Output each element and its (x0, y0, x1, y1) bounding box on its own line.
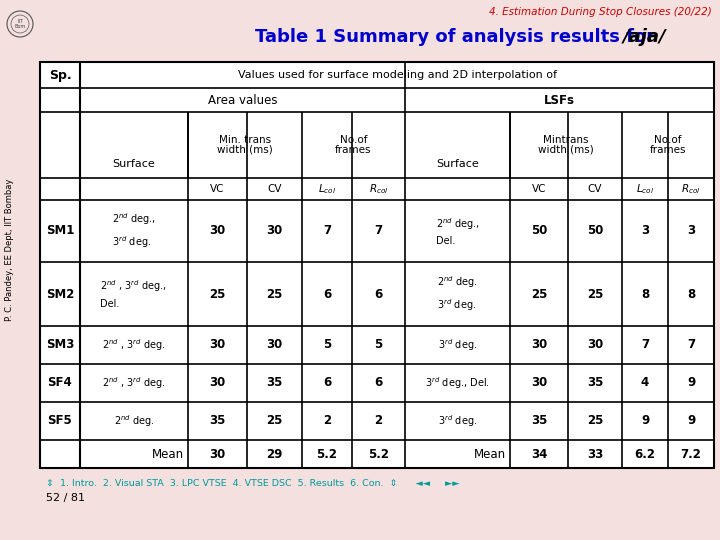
Text: 25: 25 (266, 415, 283, 428)
Text: 30: 30 (210, 225, 225, 238)
Text: Mean: Mean (152, 448, 184, 461)
Text: 9: 9 (641, 415, 649, 428)
Text: 6: 6 (323, 376, 331, 389)
Text: 4: 4 (641, 376, 649, 389)
Text: 52 / 81: 52 / 81 (46, 493, 85, 503)
Text: 25: 25 (587, 415, 603, 428)
Text: 30: 30 (210, 448, 225, 461)
Text: 30: 30 (210, 339, 225, 352)
Text: 8: 8 (641, 287, 649, 300)
Text: 3$^{rd}$ deg., Del.: 3$^{rd}$ deg., Del. (425, 375, 490, 391)
Text: P. C. Pandey, EE Dept, IIT Bombay: P. C. Pandey, EE Dept, IIT Bombay (6, 179, 14, 321)
Text: 29: 29 (266, 448, 283, 461)
Text: 2: 2 (374, 415, 382, 428)
Text: 3$^{rd}$ deg.: 3$^{rd}$ deg. (438, 337, 477, 353)
Text: Values used for surface modeling and 2D interpolation of: Values used for surface modeling and 2D … (238, 70, 557, 80)
Text: 2$^{nd}$ , 3$^{rd}$ deg.: 2$^{nd}$ , 3$^{rd}$ deg. (102, 375, 166, 391)
Text: 5: 5 (323, 339, 331, 352)
Text: Surface: Surface (112, 159, 156, 169)
Text: SM3: SM3 (46, 339, 74, 352)
Text: 30: 30 (266, 339, 283, 352)
Text: width (ms): width (ms) (538, 145, 594, 155)
Text: CV: CV (267, 184, 282, 194)
Text: LSFs: LSFs (544, 93, 575, 106)
Text: /aja/: /aja/ (623, 28, 667, 46)
Text: 50: 50 (587, 225, 603, 238)
Text: 3$^{rd}$ deg.: 3$^{rd}$ deg. (438, 413, 477, 429)
Text: $L_{col}$: $L_{col}$ (636, 182, 654, 196)
Text: 7: 7 (687, 339, 695, 352)
Text: 2$^{nd}$ deg.: 2$^{nd}$ deg. (114, 413, 154, 429)
Text: SM1: SM1 (46, 225, 74, 238)
Text: 25: 25 (266, 287, 283, 300)
Text: 2: 2 (323, 415, 331, 428)
Text: Mintrans: Mintrans (544, 135, 589, 145)
Text: No.of: No.of (654, 135, 682, 145)
Text: 33: 33 (587, 448, 603, 461)
Text: SF4: SF4 (48, 376, 73, 389)
Text: 7: 7 (641, 339, 649, 352)
Text: width (ms): width (ms) (217, 145, 273, 155)
Text: 2$^{nd}$ , 3$^{rd}$ deg.: 2$^{nd}$ , 3$^{rd}$ deg. (102, 337, 166, 353)
Text: 7: 7 (323, 225, 331, 238)
Text: 5: 5 (374, 339, 382, 352)
Text: Sp.: Sp. (49, 69, 71, 82)
Text: IIT
Bom: IIT Bom (14, 18, 26, 29)
Text: 2$^{nd}$ deg.,
Del.: 2$^{nd}$ deg., Del. (436, 215, 480, 246)
Text: 30: 30 (210, 376, 225, 389)
Text: 6: 6 (374, 287, 382, 300)
Text: 25: 25 (210, 287, 225, 300)
Text: 2$^{nd}$ deg.
3$^{rd}$ deg.: 2$^{nd}$ deg. 3$^{rd}$ deg. (437, 275, 478, 313)
Text: 8: 8 (687, 287, 695, 300)
Text: $L_{col}$: $L_{col}$ (318, 182, 336, 196)
Text: $R_{col}$: $R_{col}$ (681, 182, 701, 196)
Text: 30: 30 (266, 225, 283, 238)
Text: VC: VC (210, 184, 225, 194)
Text: 25: 25 (531, 287, 547, 300)
Text: $R_{col}$: $R_{col}$ (369, 182, 388, 196)
Text: 35: 35 (531, 415, 547, 428)
Text: 35: 35 (266, 376, 283, 389)
Text: 35: 35 (210, 415, 225, 428)
Text: 2$^{nd}$ , 3$^{rd}$ deg.,
Del.: 2$^{nd}$ , 3$^{rd}$ deg., Del. (101, 279, 168, 309)
Bar (40, 62, 714, 468)
Text: 6: 6 (323, 287, 331, 300)
Text: 25: 25 (587, 287, 603, 300)
Text: frames: frames (336, 145, 372, 155)
Text: 30: 30 (587, 339, 603, 352)
Text: 7: 7 (374, 225, 382, 238)
Text: 5.2: 5.2 (368, 448, 389, 461)
Text: Surface: Surface (436, 159, 479, 169)
Text: 35: 35 (587, 376, 603, 389)
Text: SF5: SF5 (48, 415, 73, 428)
Text: frames: frames (649, 145, 686, 155)
Text: 9: 9 (687, 376, 695, 389)
Text: Mean: Mean (474, 448, 506, 461)
Text: 7.2: 7.2 (680, 448, 701, 461)
Text: Table 1 Summary of analysis results for: Table 1 Summary of analysis results for (255, 28, 662, 46)
Text: SM2: SM2 (46, 287, 74, 300)
Text: 4. Estimation During Stop Closures (20/22): 4. Estimation During Stop Closures (20/2… (490, 7, 712, 17)
Text: ⇕  1. Intro.  2. Visual STA  3. LPC VTSE  4. VTSE DSC  5. Results  6. Con.  ⇕   : ⇕ 1. Intro. 2. Visual STA 3. LPC VTSE 4.… (46, 478, 459, 488)
Text: 2$^{nd}$ deg.,
3$^{rd}$ deg.: 2$^{nd}$ deg., 3$^{rd}$ deg. (112, 212, 156, 251)
Text: VC: VC (532, 184, 546, 194)
Text: 6.2: 6.2 (634, 448, 655, 461)
Text: 34: 34 (531, 448, 547, 461)
Text: Min. trans: Min. trans (219, 135, 271, 145)
Text: 30: 30 (531, 339, 547, 352)
Text: 3: 3 (641, 225, 649, 238)
Text: 3: 3 (687, 225, 695, 238)
Text: No.of: No.of (340, 135, 367, 145)
Text: CV: CV (588, 184, 602, 194)
Text: 9: 9 (687, 415, 695, 428)
Text: 6: 6 (374, 376, 382, 389)
Text: 50: 50 (531, 225, 547, 238)
Text: Area values: Area values (208, 93, 277, 106)
Text: 30: 30 (531, 376, 547, 389)
Text: 5.2: 5.2 (317, 448, 338, 461)
